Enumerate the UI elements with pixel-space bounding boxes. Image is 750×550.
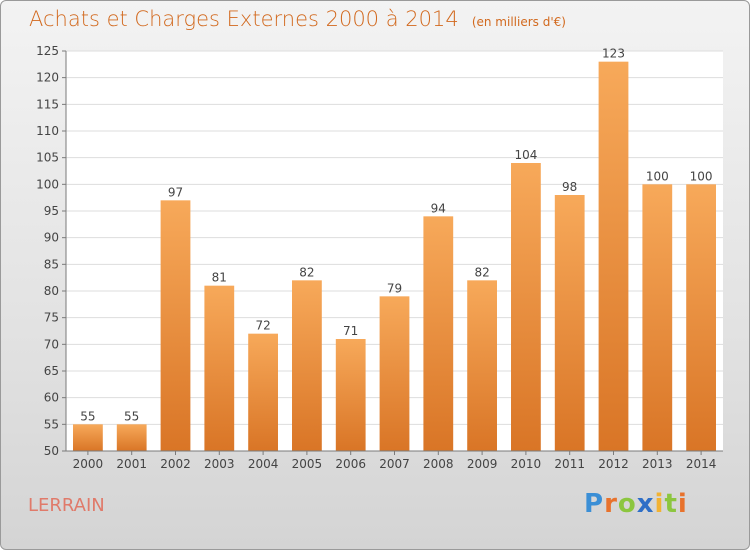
- logo-letter: t: [664, 489, 678, 519]
- y-tick-label: 120: [36, 71, 59, 85]
- bar-2007: [379, 296, 410, 451]
- bars: 55 55 97 81 72 82 71 79 94 82 104 98 123 100 100: [73, 47, 716, 452]
- bar-value-label: 72: [255, 319, 270, 333]
- bar-2003: [204, 285, 235, 451]
- bar-value-label: 123: [602, 47, 625, 61]
- y-tick-label: 55: [44, 417, 59, 431]
- logo-letter: P: [584, 489, 605, 519]
- bar-2000: [73, 424, 103, 451]
- x-tick-label: 2014: [686, 457, 717, 471]
- y-tick-label: 100: [36, 177, 59, 191]
- y-tick-label: 105: [36, 151, 59, 165]
- chart-title: Achats et Charges Externes 2000 à 2014: [29, 7, 459, 31]
- bar-value-label: 71: [343, 324, 358, 338]
- bar-value-label: 94: [431, 201, 446, 215]
- y-tick-label: 75: [44, 311, 59, 325]
- x-tick-label: 2003: [204, 457, 235, 471]
- bar-2012: [598, 61, 629, 452]
- bar-value-label: 82: [299, 265, 314, 279]
- y-tick-label: 70: [44, 337, 59, 351]
- y-tick-label: 115: [36, 97, 59, 111]
- x-tick-label: 2000: [73, 457, 104, 471]
- logo-letter: x: [636, 489, 655, 519]
- logo-letter: o: [617, 489, 637, 519]
- y-tick-label: 85: [44, 257, 59, 271]
- x-tick-label: 2006: [335, 457, 366, 471]
- bar-2005: [292, 280, 322, 451]
- x-tick-label: 2008: [423, 457, 454, 471]
- bar-value-label: 79: [387, 281, 402, 295]
- x-tick-label: 2005: [292, 457, 323, 471]
- x-tick-label: 2010: [511, 457, 542, 471]
- x-tick-label: 2009: [467, 457, 498, 471]
- bar-2002: [160, 200, 191, 451]
- bar-2004: [248, 333, 278, 451]
- bar-2011: [554, 195, 585, 451]
- x-tick-label: 2001: [116, 457, 147, 471]
- y-tick-label: 65: [44, 364, 59, 378]
- bar-value-label: 55: [124, 409, 139, 423]
- bar-2008: [423, 216, 454, 451]
- bar-2014: [686, 184, 716, 452]
- chart-unit: (en milliers d'€): [471, 15, 566, 29]
- y-tick-label: 50: [44, 444, 59, 458]
- bar-2013: [642, 184, 673, 452]
- x-axis-ticks: 2000 2001 2002 2003 2004 2005 2006 2007 2008 2009…: [73, 451, 717, 471]
- commune-name: LERRAIN: [28, 495, 105, 516]
- bar-value-label: 97: [168, 185, 183, 199]
- bar-2006: [335, 339, 366, 451]
- y-tick-label: 110: [36, 124, 59, 138]
- bar-2001: [116, 424, 147, 451]
- bar-value-label: 82: [474, 265, 489, 279]
- title-row: Achats et Charges Externes 2000 à 2014 (…: [29, 7, 566, 31]
- x-tick-label: 2013: [642, 457, 673, 471]
- y-tick-label: 60: [44, 391, 59, 405]
- y-axis-ticks: 50 55 60 65 70 75 80 85 90 95 100 105 110 115 120 125: [36, 44, 66, 458]
- x-tick-label: 2002: [160, 457, 191, 471]
- logo-letter: r: [604, 489, 618, 519]
- y-tick-label: 80: [44, 284, 59, 298]
- y-tick-label: 90: [44, 231, 59, 245]
- logo-letter: i: [677, 489, 688, 519]
- x-tick-label: 2011: [554, 457, 585, 471]
- bar-2009: [467, 280, 497, 451]
- logo-letter: i: [654, 489, 665, 519]
- bar-value-label: 81: [212, 271, 227, 285]
- proxiti-logo: Proxiti: [584, 489, 688, 519]
- bar-value-label: 100: [646, 169, 669, 183]
- y-tick-label: 125: [36, 44, 59, 58]
- bar-value-label: 98: [562, 180, 577, 194]
- x-tick-label: 2004: [248, 457, 279, 471]
- bar-value-label: 100: [690, 169, 713, 183]
- y-tick-label: 95: [44, 204, 59, 218]
- bar-value-label: 104: [514, 148, 537, 162]
- bar-value-label: 55: [80, 409, 95, 423]
- x-tick-label: 2012: [598, 457, 629, 471]
- bar-2010: [511, 163, 541, 451]
- x-tick-label: 2007: [379, 457, 410, 471]
